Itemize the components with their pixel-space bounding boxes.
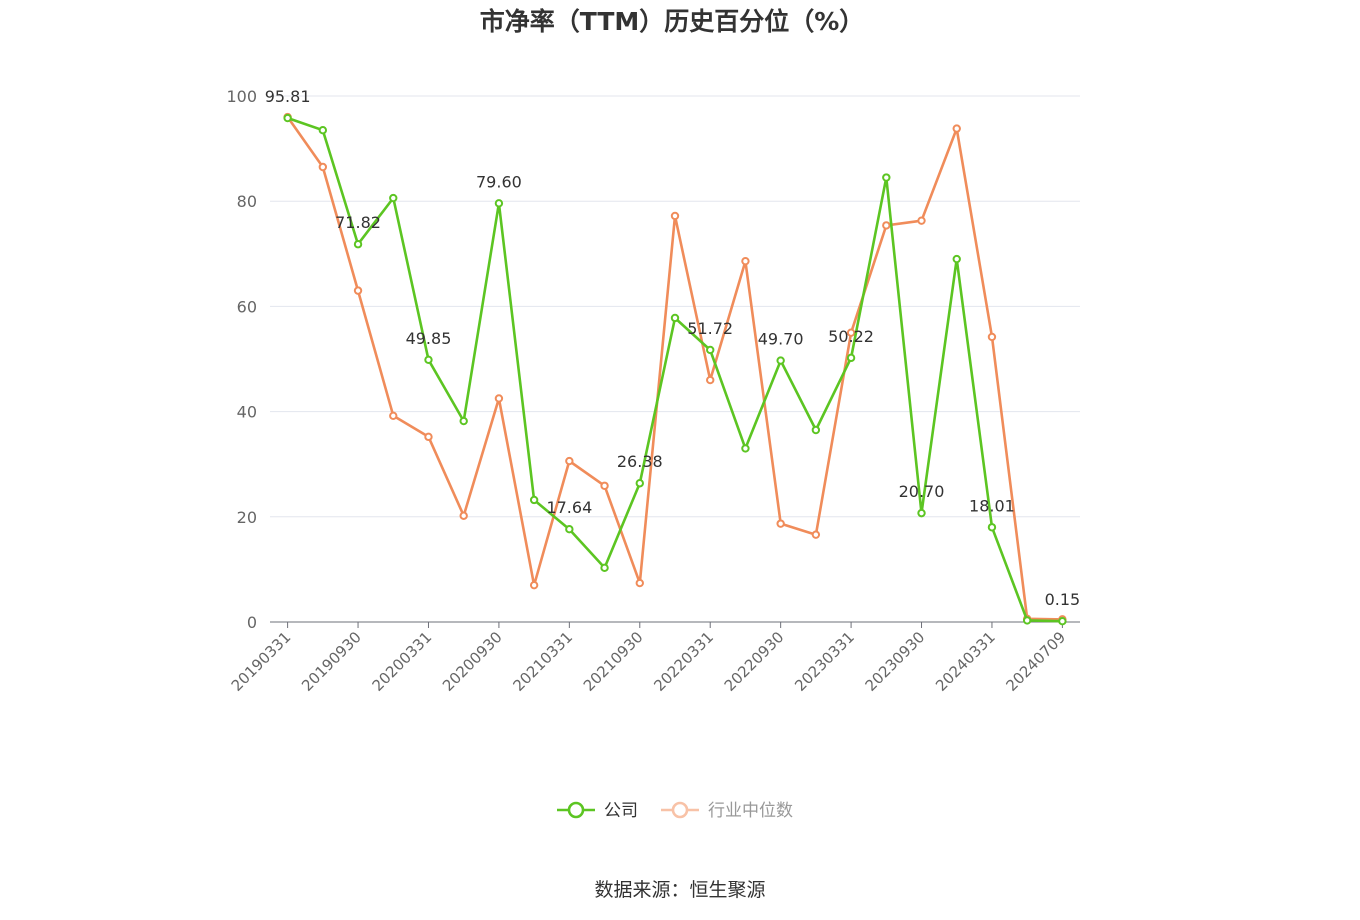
x-tick-label: 20200930 [439, 628, 506, 695]
series-layer [283, 112, 1067, 626]
x-tick-label: 20190930 [298, 628, 365, 695]
data-label: 26.38 [617, 452, 663, 471]
series-1-point [811, 530, 821, 539]
y-tick-layer: 0 20 40 60 80 100 [226, 87, 257, 632]
data-label: 18.01 [969, 496, 1015, 515]
grid-layer [270, 95, 1080, 518]
series-1-point [529, 580, 539, 590]
chart-title: 市净率（TTM）历史百分位（%） [480, 7, 865, 36]
series-1-point [600, 481, 609, 490]
series-1-point [494, 394, 504, 403]
series-0-point [353, 240, 363, 249]
series-line-0 [287, 116, 1063, 623]
series-1-point [389, 411, 398, 421]
series-1-point [424, 432, 433, 442]
series-0-point [459, 416, 468, 426]
series-1-point [846, 328, 856, 337]
series-1-point [459, 511, 468, 520]
series-0-point [917, 508, 926, 518]
series-0-point [741, 444, 750, 453]
data-label: 95.81 [265, 87, 311, 106]
series-0-point [565, 525, 574, 534]
y-tick-label: 100 [226, 87, 257, 106]
series-1-point [635, 578, 644, 588]
x-tick-label: 20230930 [862, 628, 929, 695]
series-0-point [494, 199, 504, 208]
x-axis-layer: 20190331 20190930 20200331 20200930 20210331… [228, 621, 1080, 695]
series-1-point [565, 456, 574, 466]
series-0-point [706, 345, 715, 355]
series-1-point [353, 286, 363, 295]
legend-marker [671, 801, 689, 819]
series-0-point [776, 356, 785, 365]
data-label: 79.60 [476, 172, 522, 191]
x-tick-label: 20230331 [791, 628, 858, 695]
data-label: 17.64 [546, 498, 592, 517]
series-0-point [283, 113, 292, 123]
data-label: 0.15 [1045, 590, 1081, 609]
series-0-point [318, 125, 328, 135]
legend-marker [567, 801, 585, 819]
series-1-point [670, 211, 680, 221]
data-label: 50.22 [828, 327, 874, 346]
series-0-point [987, 523, 997, 532]
x-tick-label: 20210930 [580, 628, 647, 695]
legend-label: 行业中位数 [708, 801, 793, 821]
legend-label: 公司 [604, 801, 638, 821]
data-label: 71.82 [335, 213, 381, 232]
x-tick-label: 20210331 [509, 628, 576, 695]
data-label: 49.85 [406, 329, 452, 348]
series-1-point [987, 332, 997, 342]
x-tick-label: 20220331 [650, 628, 717, 695]
series-1-point [952, 124, 961, 133]
series-0-point [635, 479, 644, 488]
y-tick-label: 60 [237, 297, 257, 316]
source-text: 数据来源：恒生聚源 [594, 879, 765, 901]
y-tick-label: 0 [247, 613, 257, 632]
legend-item-0: 公司 [557, 801, 638, 821]
series-0-point [600, 563, 609, 573]
series-1-point [917, 216, 926, 225]
legend-item-1: 行业中位数 [661, 801, 793, 821]
series-0-point [811, 425, 821, 435]
series-0-point [389, 193, 398, 203]
y-tick-label: 80 [237, 192, 257, 211]
legend: 公司 行业中位数 [557, 801, 793, 821]
x-tick-label: 20240709 [1002, 628, 1069, 695]
series-0-point [1058, 617, 1067, 626]
data-label: 20.70 [899, 482, 945, 501]
series-1-point [706, 375, 715, 385]
data-label: 51.72 [687, 319, 733, 338]
series-0-point [882, 173, 891, 182]
series-0-point [670, 313, 680, 323]
y-tick-label: 20 [237, 508, 257, 527]
series-1-point [882, 221, 891, 230]
series-0-point [529, 495, 539, 505]
label-layer: 95.81 71.82 49.85 79.60 17.64 26.38 51.72 49.70… [265, 87, 1081, 609]
x-tick-label: 20220930 [721, 628, 788, 695]
data-label: 49.70 [758, 330, 804, 349]
series-1-point [318, 162, 328, 172]
series-1-point [741, 256, 750, 266]
series-0-point [846, 353, 856, 363]
series-1-point [776, 519, 785, 528]
x-tick-label: 20200331 [369, 628, 436, 695]
y-tick-label: 40 [237, 403, 257, 422]
x-tick-label: 20240331 [932, 628, 999, 695]
series-0-point [424, 355, 433, 364]
series-0-point [952, 254, 961, 264]
series-0-point [1022, 616, 1032, 625]
x-tick-label: 20190331 [228, 628, 295, 695]
series-line-1 [286, 116, 1063, 621]
